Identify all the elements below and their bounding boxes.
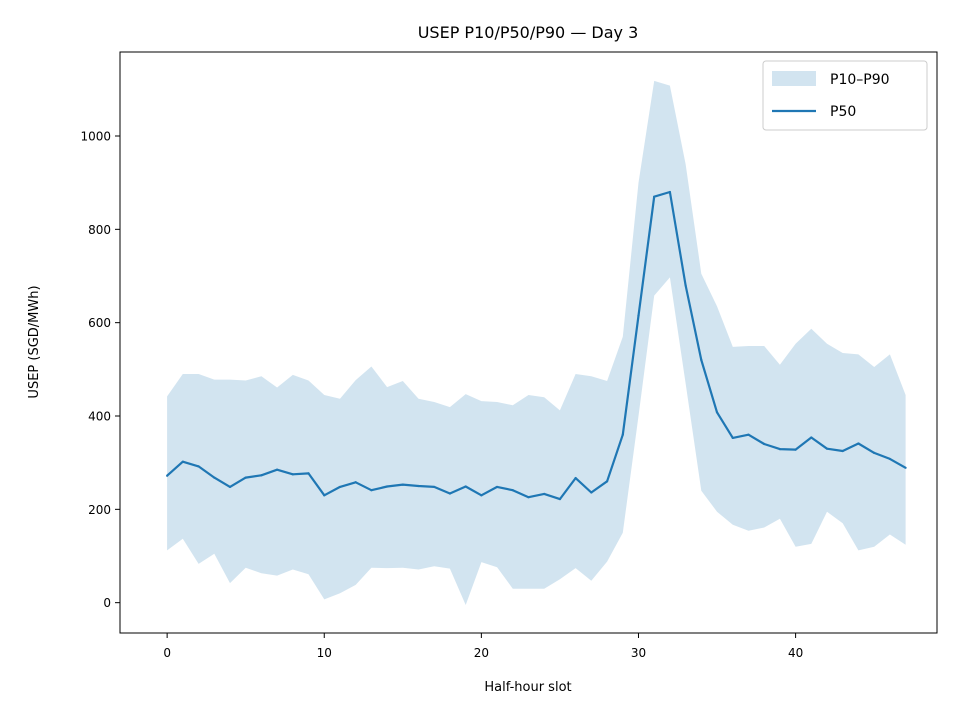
p50-point (731, 436, 734, 440)
p50-point (433, 485, 436, 489)
p50-point (621, 433, 624, 436)
x-tick-label: 20 (474, 646, 489, 660)
p50-point (590, 491, 593, 494)
p50-point (260, 474, 263, 477)
legend-frame (762, 60, 928, 131)
p50-point (605, 480, 609, 483)
p50-point (715, 411, 719, 414)
p50-point (197, 465, 200, 468)
p50-point (291, 473, 294, 476)
p50-point (228, 485, 232, 489)
p50-point (464, 485, 467, 488)
legend: P10–P90 P50 (762, 60, 928, 131)
y-tick-label: 200 (88, 503, 111, 517)
plot-area (166, 80, 907, 605)
p50-point (574, 476, 577, 480)
p50-point (653, 195, 656, 198)
p50-point (778, 448, 781, 451)
p50-point (825, 447, 829, 450)
p50-point (166, 474, 169, 477)
p50-point (810, 436, 813, 439)
y-tick-label: 0 (103, 596, 111, 610)
p50-point (338, 485, 342, 489)
p50-point (668, 190, 672, 194)
p50-point (495, 485, 499, 489)
y-tick-label: 400 (88, 410, 111, 424)
x-tick-label: 10 (317, 646, 332, 660)
p50-point (511, 489, 514, 492)
p50-point (888, 457, 891, 461)
x-tick-label: 0 (163, 646, 171, 660)
p50-point (857, 442, 860, 445)
p50-point (841, 449, 844, 453)
y-tick-label: 800 (88, 223, 111, 237)
p50-point (904, 466, 907, 469)
p50-point (307, 472, 310, 475)
p50-point (370, 489, 373, 492)
p50-point (276, 468, 279, 471)
y-axis: 0 200 400 600 800 1000 (80, 130, 120, 610)
chart-title: USEP P10/P50/P90 — Day 3 (418, 23, 639, 42)
p50-point (684, 284, 687, 287)
p50-point (873, 451, 876, 454)
p50-points (166, 190, 907, 501)
p50-point (637, 314, 640, 317)
x-axis-label: Half-hour slot (484, 680, 571, 695)
legend-line-label: P50 (830, 104, 856, 120)
x-tick-label: 30 (631, 646, 646, 660)
p50-point (244, 476, 247, 479)
p50-line (166, 190, 907, 501)
p50-point (401, 483, 404, 486)
p50-point (213, 476, 216, 479)
p50-point (747, 433, 750, 436)
legend-band-label: P10–P90 (830, 72, 890, 88)
p50-point (323, 494, 326, 497)
x-axis: 0 10 20 30 40 (163, 633, 803, 660)
y-tick-label: 600 (88, 316, 111, 330)
p10-p90-band (167, 80, 906, 605)
y-tick-label: 1000 (80, 130, 111, 144)
x-tick-label: 40 (788, 646, 803, 660)
p50-point (480, 494, 483, 497)
p50-point (181, 460, 184, 463)
p50-point (448, 492, 452, 495)
p50-point (385, 485, 389, 488)
p50-point (763, 442, 766, 446)
p50-point (354, 481, 357, 484)
plot-frame (119, 51, 938, 634)
legend-band-swatch (772, 71, 816, 86)
p50-point (794, 448, 797, 451)
p50-point (558, 497, 562, 501)
p50-point (527, 496, 530, 499)
p50-point (700, 358, 703, 362)
p50-point (543, 492, 546, 496)
y-axis-label: USEP (SGD/MWh) (27, 285, 42, 398)
p50-point (417, 484, 420, 488)
